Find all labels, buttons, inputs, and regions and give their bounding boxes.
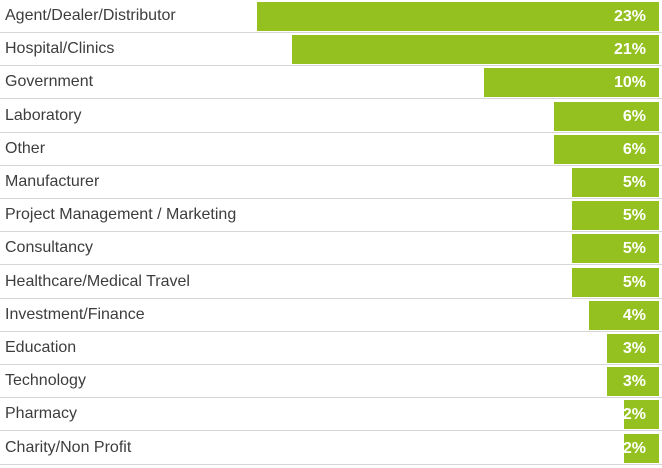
chart-row: Laboratory 6%: [0, 100, 662, 133]
category-label: Charity/Non Profit: [5, 439, 132, 456]
bar: 5%: [571, 234, 659, 263]
value-label: 6%: [622, 141, 646, 158]
chart-row: Technology 3%: [0, 365, 662, 398]
category-label: Project Management / Marketing: [5, 206, 237, 223]
chart-row: Healthcare/Medical Travel 5%: [0, 266, 662, 299]
bar: 21%: [291, 35, 659, 64]
bar: 6%: [554, 102, 659, 131]
chart-row: Pharmacy 2%: [0, 398, 662, 431]
value-label: 5%: [622, 240, 646, 257]
value-label: 3%: [622, 373, 646, 390]
bar: 3%: [606, 367, 659, 396]
category-label: Technology: [5, 372, 86, 389]
category-label: Pharmacy: [5, 405, 78, 422]
value-label: 4%: [622, 307, 646, 324]
category-label: Manufacturer: [5, 173, 100, 190]
chart-row: Other 6%: [0, 133, 662, 166]
bar: 5%: [571, 268, 659, 297]
value-label: 5%: [622, 207, 646, 224]
bar: 5%: [571, 168, 659, 197]
category-label: Other: [5, 140, 46, 157]
bar: 2%: [622, 434, 659, 463]
value-label: 5%: [622, 274, 646, 291]
bar: 23%: [256, 2, 659, 31]
chart-row: Manufacturer 5%: [0, 166, 662, 199]
bar: 6%: [554, 135, 659, 164]
value-label: 21%: [613, 41, 646, 58]
value-label: 23%: [613, 8, 646, 25]
value-label: 2%: [622, 406, 646, 423]
value-label: 5%: [622, 174, 646, 191]
category-label: Government: [5, 73, 94, 90]
bar: 10%: [484, 68, 659, 97]
value-label: 3%: [622, 340, 646, 357]
chart-row: Government 10%: [0, 66, 662, 99]
chart-row: Project Management / Marketing 5%: [0, 199, 662, 232]
bar: 4%: [589, 301, 659, 330]
category-label: Healthcare/Medical Travel: [5, 273, 190, 290]
bar: 2%: [622, 400, 659, 429]
value-label: 2%: [622, 440, 646, 457]
bar: 5%: [571, 201, 659, 230]
category-label: Laboratory: [5, 107, 82, 124]
chart-row: Education 3%: [0, 332, 662, 365]
value-label: 10%: [613, 74, 646, 91]
category-label: Hospital/Clinics: [5, 40, 115, 57]
chart-row: Investment/Finance 4%: [0, 299, 662, 332]
chart-row: Hospital/Clinics 21%: [0, 33, 662, 66]
category-label: Consultancy: [5, 239, 94, 256]
chart-row: Agent/Dealer/Distributor 23%: [0, 0, 662, 33]
value-label: 6%: [622, 108, 646, 125]
chart-row: Charity/Non Profit 2%: [0, 432, 662, 465]
category-label: Education: [5, 339, 77, 356]
chart-row: Consultancy 5%: [0, 232, 662, 265]
category-label: Agent/Dealer/Distributor: [5, 7, 176, 24]
category-label: Investment/Finance: [5, 306, 145, 323]
bar: 3%: [606, 334, 659, 363]
